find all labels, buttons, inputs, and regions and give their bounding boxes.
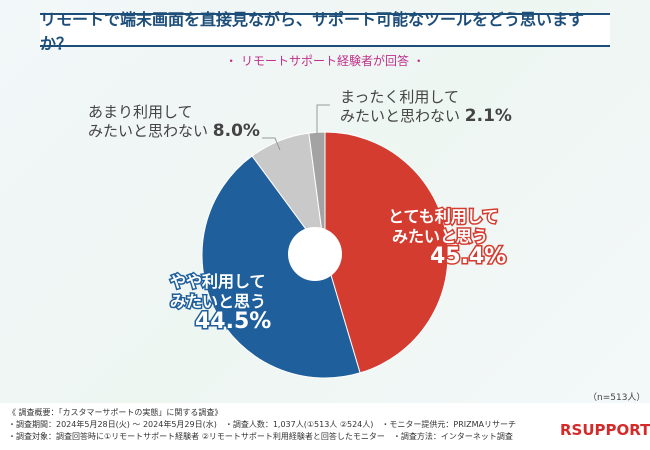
sample-size: （n=513人） [588,393,646,403]
leader-not-much [262,137,281,151]
label-very-much: とても利用して みたいと思う 45.4% [386,206,507,270]
slice-somewhat [201,155,361,379]
slice-very-much [324,131,449,374]
leader-not-at-all [316,104,330,135]
survey-period: ・調査期間：2024年5月28日(火) ～ 2024年5月29日(水) ・調査人… [8,420,516,429]
label-not-much: あまり利用して みたいと思わない 8.0% [88,103,260,141]
survey-title: 《 調査概要：「カスタマーサポートの実態」に関する調査》 [8,408,223,417]
label-somewhat: やや利用して みたいと思う 44.5% [168,271,272,335]
donut-hole [288,227,342,281]
footer: 《 調査概要：「カスタマーサポートの実態」に関する調査》 ・調査期間：2024年… [0,403,650,450]
page-title: リモートで端末画面を直接見ながら、サポート可能なツールをどう思いますか？ [40,10,610,53]
subtitle: ・ リモートサポート経験者が回答 ・ [225,54,425,68]
rsupport-logo: RSUPPORT [560,421,650,439]
label-not-at-all: まったく利用して みたいと思わない 2.1% [340,88,512,126]
survey-target: ・調査対象：調査回答時に①リモートサポート経験者 ②リモートサポート利用経験者と… [8,432,513,441]
